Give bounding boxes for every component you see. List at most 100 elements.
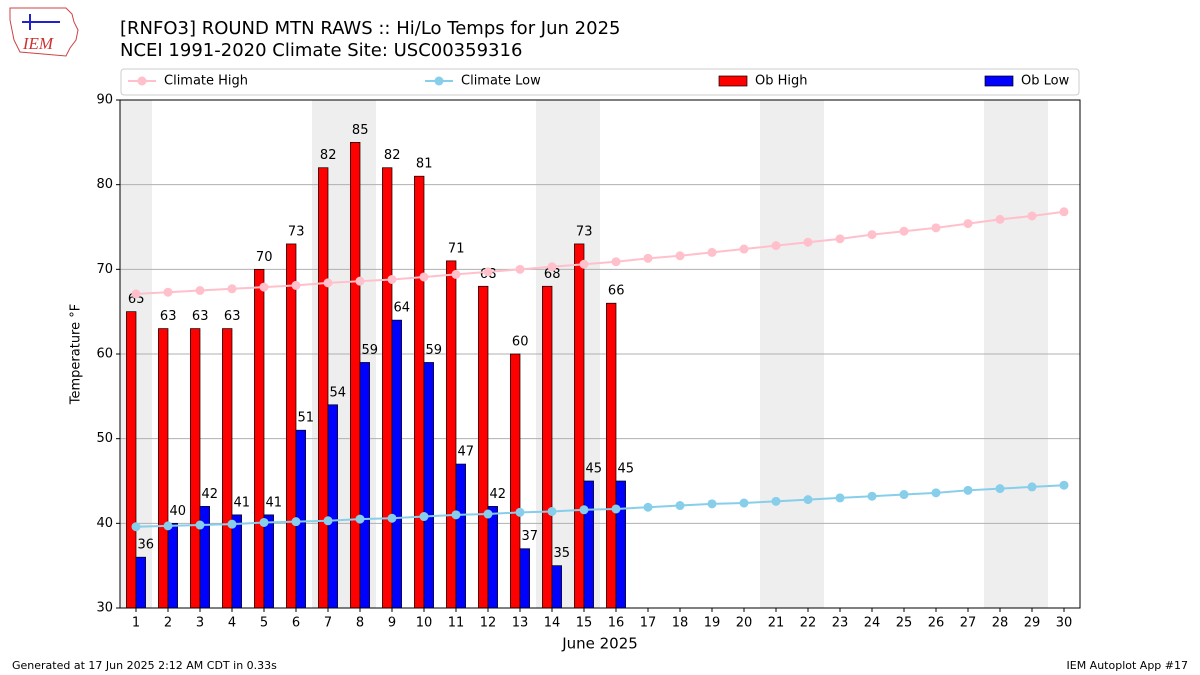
point [195,520,205,530]
bar [327,404,338,609]
x-tick-label: 19 [704,616,721,631]
value-label: 42 [490,487,507,502]
x-tick-label: 26 [928,616,945,631]
point [931,223,941,233]
point [643,502,653,512]
bar [487,506,498,609]
point [291,517,301,527]
value-label: 60 [512,335,529,350]
legend-label: Climate High [164,74,248,89]
legend-swatch [137,76,147,86]
point [611,504,621,514]
point [419,512,429,522]
point [259,517,269,527]
value-label: 54 [330,385,347,400]
point [1027,211,1037,221]
point [579,259,589,269]
point [163,287,173,297]
x-tick-label: 20 [736,616,753,631]
value-label: 47 [458,445,475,460]
point [611,257,621,267]
point [483,509,493,519]
point [419,272,429,282]
x-tick-label: 5 [260,616,268,631]
bar [583,480,594,609]
value-label: 63 [224,309,241,324]
footer-right: IEM Autoplot App #17 [1067,659,1189,672]
point [803,495,813,505]
point [963,485,973,495]
x-tick-label: 3 [196,616,204,631]
bar [382,167,393,609]
logo: IEM [9,7,79,57]
point [547,506,557,516]
legend-box [120,68,1080,96]
legend-swatch [984,75,1014,87]
value-label: 68 [544,267,561,282]
value-label: 82 [384,148,401,163]
point [515,264,525,274]
x-tick-label: 28 [992,616,1009,631]
value-label: 37 [522,529,539,544]
bar [551,565,562,609]
value-label: 45 [618,462,635,477]
point [867,230,877,240]
x-tick-label: 22 [800,616,817,631]
x-tick-label: 13 [512,616,529,631]
point [547,262,557,272]
point [835,234,845,244]
point [259,282,269,292]
point [579,505,589,515]
bar [167,522,178,609]
value-label: 36 [138,538,155,553]
value-label: 41 [266,495,283,510]
x-tick-label: 15 [576,616,593,631]
point [355,276,365,286]
value-label: 59 [362,343,379,358]
x-tick-label: 8 [356,616,364,631]
point [995,214,1005,224]
point [131,522,141,532]
legend-swatch [718,75,748,87]
value-label: 64 [394,301,411,316]
bar [190,328,201,609]
value-label: 35 [554,546,571,561]
bar [542,285,553,609]
value-label: 51 [298,411,315,426]
point [899,226,909,236]
bar [455,463,466,609]
bar [286,243,297,609]
line [135,210,1065,295]
point [323,278,333,288]
point [291,280,301,290]
x-tick-label: 17 [640,616,657,631]
value-label: 45 [586,462,603,477]
legend-label: Climate Low [461,74,541,89]
x-tick-label: 7 [324,616,332,631]
point [1027,482,1037,492]
value-label: 42 [202,487,219,502]
point [227,284,237,294]
legend-label: Ob High [755,74,808,89]
value-label: 73 [576,224,593,239]
point [899,490,909,500]
point [707,247,717,257]
value-label: 70 [256,250,273,265]
point [195,286,205,295]
point [739,498,749,508]
point [771,241,781,251]
point [1059,207,1069,217]
bar [615,480,626,609]
bar [254,268,265,609]
bar [606,302,617,609]
x-tick-label: 10 [416,616,433,631]
value-label: 40 [170,504,187,519]
x-tick-label: 12 [480,616,497,631]
bar [263,514,274,609]
bar [135,556,146,609]
point [387,274,397,284]
plot-frame [119,99,1081,609]
x-tick-label: 11 [448,616,465,631]
bar [414,175,425,609]
y-tick-label: 70 [96,262,113,277]
